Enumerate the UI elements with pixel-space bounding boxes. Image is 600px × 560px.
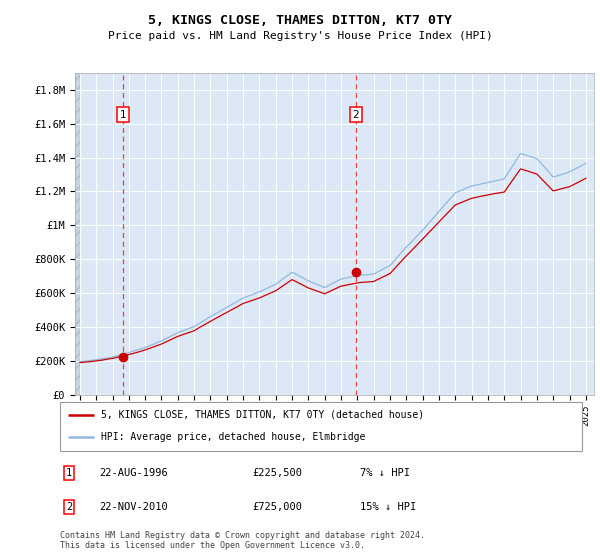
Text: Price paid vs. HM Land Registry's House Price Index (HPI): Price paid vs. HM Land Registry's House … xyxy=(107,31,493,41)
Text: 5, KINGS CLOSE, THAMES DITTON, KT7 0TY (detached house): 5, KINGS CLOSE, THAMES DITTON, KT7 0TY (… xyxy=(101,410,424,420)
Text: 22-NOV-2010: 22-NOV-2010 xyxy=(99,502,168,512)
Text: Contains HM Land Registry data © Crown copyright and database right 2024.
This d: Contains HM Land Registry data © Crown c… xyxy=(60,531,425,550)
Text: 2: 2 xyxy=(352,110,359,120)
Text: HPI: Average price, detached house, Elmbridge: HPI: Average price, detached house, Elmb… xyxy=(101,432,365,442)
Text: 5, KINGS CLOSE, THAMES DITTON, KT7 0TY: 5, KINGS CLOSE, THAMES DITTON, KT7 0TY xyxy=(148,14,452,27)
Text: 2: 2 xyxy=(66,502,72,512)
Text: 7% ↓ HPI: 7% ↓ HPI xyxy=(360,468,410,478)
Text: £725,000: £725,000 xyxy=(252,502,302,512)
Text: 1: 1 xyxy=(66,468,72,478)
Text: 1: 1 xyxy=(119,110,126,120)
Text: £225,500: £225,500 xyxy=(252,468,302,478)
Text: 15% ↓ HPI: 15% ↓ HPI xyxy=(360,502,416,512)
Polygon shape xyxy=(75,73,80,395)
Text: 22-AUG-1996: 22-AUG-1996 xyxy=(99,468,168,478)
